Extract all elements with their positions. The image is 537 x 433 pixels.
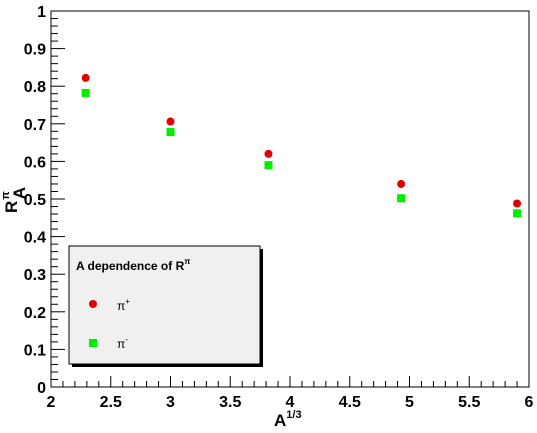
legend-label-pi-plus-superscript: + bbox=[125, 297, 130, 306]
y-axis-title-superscript: π bbox=[0, 191, 12, 200]
y-tick-label: 0.5 bbox=[24, 192, 46, 209]
legend-title-superscript: π bbox=[184, 257, 190, 266]
legend-label-pi-minus-superscript: - bbox=[125, 335, 128, 344]
y-tick-label: 0.9 bbox=[24, 42, 46, 59]
x-tick-label: 5.5 bbox=[458, 394, 480, 411]
data-point-pi-plus bbox=[264, 149, 273, 158]
legend-title: A dependence of Rπ bbox=[76, 257, 190, 273]
x-tick-label: 6 bbox=[525, 394, 534, 411]
data-point-pi-minus bbox=[166, 128, 175, 137]
x-tick-label: 3 bbox=[166, 394, 175, 411]
data-point-pi-minus bbox=[397, 194, 406, 203]
legend-box bbox=[68, 245, 261, 365]
y-tick-label: 0.2 bbox=[24, 305, 46, 322]
y-tick-label: 0 bbox=[37, 380, 46, 397]
legend-marker-pi-minus bbox=[89, 339, 97, 347]
data-point-pi-minus bbox=[264, 161, 273, 170]
x-tick-label: 2 bbox=[47, 394, 56, 411]
data-point-pi-plus bbox=[397, 179, 406, 188]
y-tick-label: 1 bbox=[37, 4, 46, 21]
legend-title-text: A dependence of R bbox=[76, 259, 185, 273]
y-axis-title-base: R bbox=[2, 201, 21, 213]
data-point-pi-plus bbox=[166, 117, 175, 126]
y-tick-label: 0.1 bbox=[24, 342, 46, 359]
data-point-pi-minus bbox=[81, 88, 90, 97]
y-tick-label: 0.7 bbox=[24, 117, 46, 134]
x-axis-title-superscript: 1/3 bbox=[286, 409, 301, 421]
x-tick-label: 2.5 bbox=[100, 394, 122, 411]
x-tick-label: 4.5 bbox=[339, 394, 361, 411]
x-axis-title: A1/3 bbox=[274, 409, 302, 430]
data-point-pi-plus bbox=[81, 73, 90, 82]
y-tick-label: 0.8 bbox=[24, 79, 46, 96]
x-axis-title-base: A bbox=[274, 411, 286, 430]
y-axis-title: RπA bbox=[0, 187, 29, 213]
x-tick-label: 4 bbox=[286, 394, 295, 411]
legend-label-pi-plus: π+ bbox=[117, 297, 130, 313]
y-tick-label: 0.3 bbox=[24, 267, 46, 284]
legend-label-pi-minus-base: π bbox=[117, 337, 125, 351]
y-tick-labels: 0 0.1 0.2 0.3 0.4 0.5 0.6 0.7 0.8 0.9 1 bbox=[24, 4, 46, 397]
svg-text:RπA: RπA bbox=[0, 187, 29, 213]
x-tick-labels: 2 2.5 3 3.5 4 4.5 5 5.5 6 bbox=[47, 394, 534, 411]
y-tick-label: 0.4 bbox=[24, 230, 46, 247]
data-markers bbox=[81, 73, 522, 218]
axis-ticks bbox=[50, 10, 530, 388]
data-point-pi-minus bbox=[513, 209, 522, 218]
x-tick-label: 5 bbox=[405, 394, 414, 411]
legend-label-pi-minus: π- bbox=[117, 335, 128, 351]
y-axis-title-subscript: A bbox=[10, 187, 29, 199]
x-tick-label: 3.5 bbox=[219, 394, 241, 411]
data-point-pi-plus bbox=[513, 199, 522, 208]
legend-label-pi-plus-base: π bbox=[117, 299, 125, 313]
legend-marker-pi-plus bbox=[89, 300, 97, 308]
legend: A dependence of Rπ π+ π- bbox=[68, 245, 263, 367]
y-tick-label: 0.6 bbox=[24, 154, 46, 171]
